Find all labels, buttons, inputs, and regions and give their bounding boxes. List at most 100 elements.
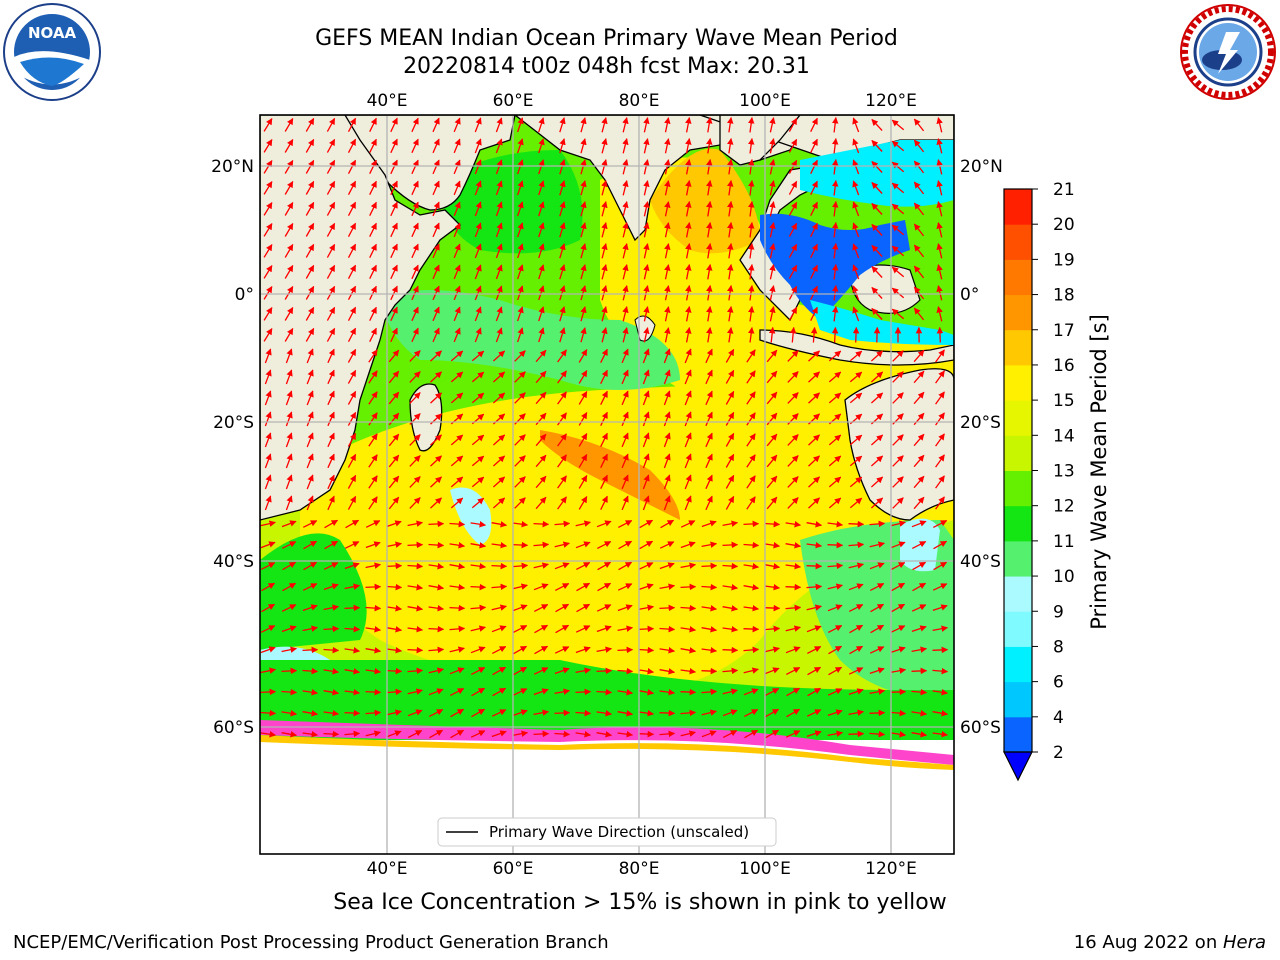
wave-arrow-icon <box>913 160 925 174</box>
wave-arrow-icon <box>701 667 718 675</box>
wave-arrow-icon <box>347 348 357 363</box>
wave-arrow-icon <box>580 180 587 196</box>
wave-arrow-icon <box>891 603 906 613</box>
wave-arrow-icon <box>622 306 629 322</box>
wave-arrow-icon <box>453 327 461 343</box>
wave-arrow-icon <box>827 688 843 696</box>
colorbar-level-label: 19 <box>1053 250 1075 270</box>
wave-arrow-icon <box>470 604 487 612</box>
wave-arrow-icon <box>787 371 799 383</box>
wave-arrow-icon <box>869 688 886 695</box>
wave-arrow-icon <box>788 159 798 174</box>
wave-arrow-icon <box>747 137 755 154</box>
wave-arrow-icon <box>831 305 839 322</box>
wave-arrow-icon <box>557 433 567 447</box>
wave-arrow-icon <box>808 371 820 383</box>
colorbar-level-label: 21 <box>1053 180 1075 200</box>
wave-arrow-icon <box>450 350 464 362</box>
wave-arrow-icon <box>766 349 778 363</box>
wave-arrow-icon <box>597 561 612 571</box>
wave-arrow-icon <box>263 307 273 321</box>
wave-arrow-icon <box>407 584 424 591</box>
wave-arrow-icon <box>664 138 671 154</box>
wave-arrow-icon <box>580 327 587 343</box>
wave-arrow-icon <box>810 222 818 237</box>
wave-arrow-icon <box>600 390 608 405</box>
wave-arrow-icon <box>428 625 445 633</box>
wave-arrow-icon <box>516 222 524 238</box>
wave-arrow-icon <box>638 583 654 591</box>
wave-arrow-icon <box>365 730 381 737</box>
wave-arrow-icon <box>575 688 592 696</box>
wave-arrow-icon <box>891 140 905 152</box>
map-frame <box>259 114 955 855</box>
wave-arrow-icon <box>680 604 697 612</box>
colorbar-segment <box>1004 189 1032 225</box>
wave-arrow-icon <box>491 521 508 528</box>
wave-arrow-icon <box>430 371 442 383</box>
wave-arrow-icon <box>263 181 273 195</box>
lat-tick-label: 40°S <box>213 552 254 572</box>
wave-arrow-icon <box>766 475 778 489</box>
wave-arrow-icon <box>664 201 671 217</box>
wave-arrow-icon <box>264 411 272 427</box>
wave-arrow-icon <box>764 583 781 591</box>
wave-arrow-icon <box>869 646 885 654</box>
wave-arrow-icon <box>769 222 776 238</box>
wave-arrow-icon <box>617 710 634 717</box>
wave-arrow-icon <box>388 391 400 405</box>
wave-arrow-icon <box>852 306 860 322</box>
wave-arrow-icon <box>618 540 633 550</box>
wave-arrow-icon <box>281 731 298 738</box>
wave-arrow-icon <box>409 350 421 362</box>
wave-arrow-icon <box>810 138 818 153</box>
wave-arrow-icon <box>597 541 612 549</box>
wave-arrow-icon <box>727 179 734 196</box>
wave-arrow-icon <box>428 563 445 570</box>
wave-arrow-icon <box>617 583 633 591</box>
wave-arrow-icon <box>852 326 860 343</box>
wave-arrow-icon <box>302 730 319 738</box>
wave-arrow-icon <box>617 604 633 612</box>
wave-arrow-icon <box>450 371 464 383</box>
wave-arrow-icon <box>344 583 361 590</box>
wave-arrow-icon <box>701 688 718 696</box>
wave-arrow-icon <box>411 222 419 238</box>
wave-arrow-icon <box>601 243 608 259</box>
wave-arrow-icon <box>849 645 864 655</box>
wave-arrow-icon <box>870 583 885 591</box>
wave-arrow-icon <box>495 180 503 196</box>
wave-arrow-icon <box>516 138 524 154</box>
wave-arrow-icon <box>471 497 485 509</box>
wave-arrow-icon <box>788 138 798 153</box>
wave-arrow-icon <box>659 562 675 570</box>
wave-arrow-icon <box>369 222 377 237</box>
wave-arrow-icon <box>302 646 319 654</box>
wave-arrow-icon <box>555 603 570 613</box>
lon-tick-label: 80°E <box>619 859 660 879</box>
wave-arrow-icon <box>347 285 357 301</box>
wave-arrow-icon <box>600 369 608 384</box>
wave-arrow-icon <box>474 243 482 259</box>
wave-arrow-icon <box>450 434 464 446</box>
wave-arrow-icon <box>453 285 461 301</box>
wave-arrow-icon <box>365 541 381 549</box>
wave-arrow-icon <box>701 541 718 548</box>
footer-host: Hera <box>1222 932 1266 953</box>
wave-arrow-icon <box>555 583 570 591</box>
wave-arrow-icon <box>848 667 864 675</box>
wave-arrow-icon <box>559 159 566 175</box>
wave-arrow-icon <box>788 222 798 237</box>
wave-arrow-icon <box>284 222 294 237</box>
wave-arrow-icon <box>706 326 713 343</box>
wave-arrow-icon <box>326 264 336 279</box>
wave-arrow-icon <box>470 583 487 591</box>
wave-arrow-icon <box>512 604 528 612</box>
wave-arrow-icon <box>935 370 945 384</box>
wave-arrow-icon <box>596 731 613 738</box>
wave-arrow-icon <box>871 287 883 299</box>
wave-arrow-icon <box>411 159 419 175</box>
wave-arrow-icon <box>430 350 442 362</box>
wave-arrow-icon <box>788 180 798 195</box>
wave-arrow-icon <box>260 688 277 696</box>
